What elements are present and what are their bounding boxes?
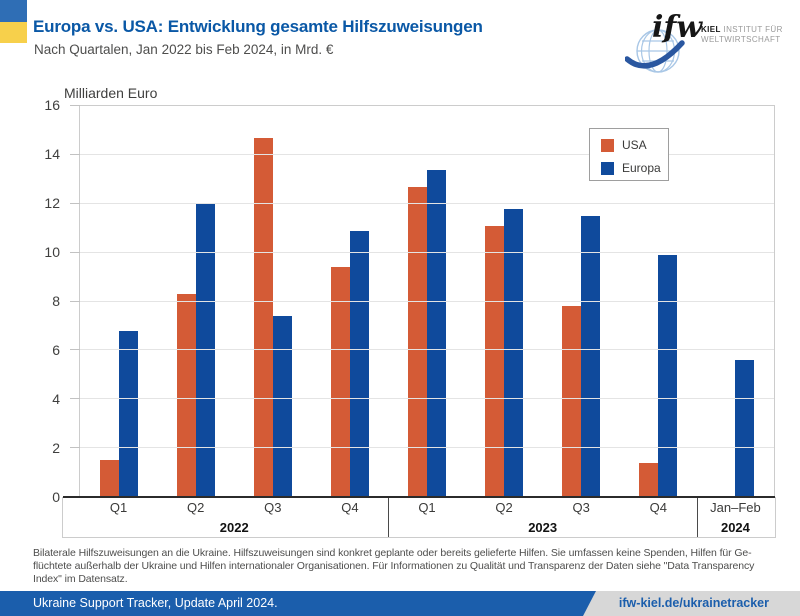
x-tick-label-5: Q1: [418, 500, 436, 515]
y-tick-label-0: 0: [52, 489, 60, 505]
y-tick-10: [70, 251, 80, 253]
plot-area: [63, 105, 775, 498]
bar-group-6: [466, 106, 543, 497]
footer-bar: Ukraine Support Tracker, Update April 20…: [0, 591, 800, 616]
bar-group-4: [311, 106, 388, 497]
legend-label-europa: Europa: [622, 161, 661, 175]
footnote-line-3: Index" im Datensatz.: [33, 572, 128, 585]
bar-europa-2: [195, 203, 215, 497]
bar-group-9: [697, 106, 774, 497]
y-tick-6: [70, 349, 80, 351]
x-tick-label-2: Q2: [186, 500, 205, 515]
bar-group-7: [543, 106, 620, 497]
legend-item-europa: Europa: [601, 161, 668, 175]
footer-blue-panel: [0, 591, 596, 616]
flag-yellow-stripe: [0, 21, 27, 43]
legend-swatch-europa: [601, 161, 614, 175]
x-tick-label-7: Q3: [572, 500, 590, 515]
bars-layer: [80, 106, 774, 497]
y-tick-label-6: 6: [52, 342, 60, 358]
y-tick-label-16: 16: [44, 97, 60, 113]
flag-blue-stripe: [0, 0, 27, 22]
bar-usa-1: [99, 460, 119, 497]
y-tick-label-10: 10: [44, 244, 60, 260]
legend-label-usa: USA: [622, 138, 647, 152]
y-tick-2: [70, 447, 80, 449]
group-divider-2: [696, 497, 698, 537]
bar-usa-7: [562, 306, 582, 497]
bar-europa-3: [272, 316, 292, 497]
year-label-2023: 2023: [528, 520, 558, 535]
bar-europa-4: [349, 230, 369, 497]
x-tick-label-3: Q3: [264, 500, 282, 515]
footnote: Bilaterale Hilfszuweisungen an die Ukrai…: [33, 547, 795, 586]
bar-europa-8: [658, 255, 678, 497]
footnote-line-1: Bilaterale Hilfszuweisungen an die Ukrai…: [33, 547, 752, 559]
logo-institut-fuer: INSTITUT FÜR: [720, 25, 783, 34]
bar-usa-3: [253, 137, 273, 497]
gridline-8: [80, 300, 774, 302]
bar-usa-6: [485, 225, 505, 497]
footer-source-text: Ukraine Support Tracker, Update April 20…: [33, 596, 278, 610]
x-tick-label-4: Q4: [341, 500, 359, 515]
gridline-14: [80, 153, 774, 155]
bar-europa-9: [735, 360, 755, 497]
ifw-kiel-logo: ifw KIEL INSTITUT FÜR WELTWIRTSCHAFT: [625, 10, 795, 76]
legend: USA Europa: [589, 128, 669, 181]
bar-group-3: [234, 106, 311, 497]
gridline-12: [80, 202, 774, 204]
group-divider-1: [388, 497, 390, 537]
page-title: Europa vs. USA: Entwicklung gesamte Hilf…: [33, 17, 483, 36]
bar-usa-8: [639, 462, 659, 497]
y-tick-16: [70, 105, 80, 106]
bar-europa-6: [504, 208, 524, 497]
x-axis-band: Q1 Q2 Q3 Q4 Q1 Q2 Q3 Q4 Jan–Feb 2022 2023 2024: [62, 497, 776, 538]
page-subtitle: Nach Quartalen, Jan 2022 bis Feb 2024, i…: [34, 42, 334, 57]
gridline-2: [80, 447, 774, 449]
y-tick-label-8: 8: [52, 293, 60, 309]
bar-group-1: [80, 106, 157, 497]
logo-institute-name: KIEL INSTITUT FÜR WELTWIRTSCHAFT: [701, 25, 783, 44]
x-tick-label-8: Q4: [649, 500, 667, 515]
legend-swatch-usa: [601, 138, 614, 152]
bar-europa-5: [426, 169, 446, 497]
bar-group-2: [157, 106, 234, 497]
x-tick-label-6: Q2: [495, 500, 513, 515]
y-tick-label-2: 2: [52, 440, 60, 456]
bar-europa-7: [581, 215, 601, 497]
x-axis-line: [63, 496, 775, 498]
footnote-line-2: flüchtete außerhalb der Ukraine und Hilf…: [33, 559, 755, 572]
y-tick-8: [70, 300, 80, 302]
legend-item-usa: USA: [601, 138, 668, 152]
x-tick-labels: Q1 Q2 Q3 Q4 Q1 Q2 Q3 Q4 Jan–Feb: [80, 497, 774, 515]
logo-weltwirtschaft: WELTWIRTSCHAFT: [701, 34, 781, 44]
bar-usa-4: [330, 267, 350, 497]
y-tick-label-12: 12: [44, 195, 60, 211]
bar-group-8: [620, 106, 697, 497]
x-tick-label-9: Jan–Feb: [710, 500, 761, 515]
bar-usa-5: [407, 186, 427, 497]
y-tick-12: [70, 202, 80, 204]
y-tick-label-14: 14: [44, 146, 60, 162]
y-tick-4: [70, 398, 80, 400]
y-axis: 0 2 4 6 8 10 12 14 16: [18, 97, 60, 505]
globe-icon: [625, 29, 685, 73]
x-tick-label-1: Q1: [109, 500, 128, 515]
gridline-10: [80, 251, 774, 253]
logo-wordmark: ifw: [652, 10, 703, 45]
gridline-4: [80, 398, 774, 400]
year-label-2024: 2024: [720, 520, 750, 535]
year-label-2022: 2022: [219, 520, 249, 535]
y-tick-14: [70, 153, 80, 155]
footer-url-text: ifw-kiel.de/ukrainetracker: [618, 596, 769, 610]
y-axis-title: Milliarden Euro: [64, 85, 158, 101]
y-tick-label-4: 4: [52, 391, 60, 407]
bar-usa-2: [176, 294, 196, 497]
gridline-6: [80, 349, 774, 351]
bar-europa-1: [118, 330, 138, 497]
logo-kiel: KIEL: [701, 25, 721, 34]
bar-group-5: [388, 106, 465, 497]
ukraine-flag-icon: [0, 0, 27, 43]
